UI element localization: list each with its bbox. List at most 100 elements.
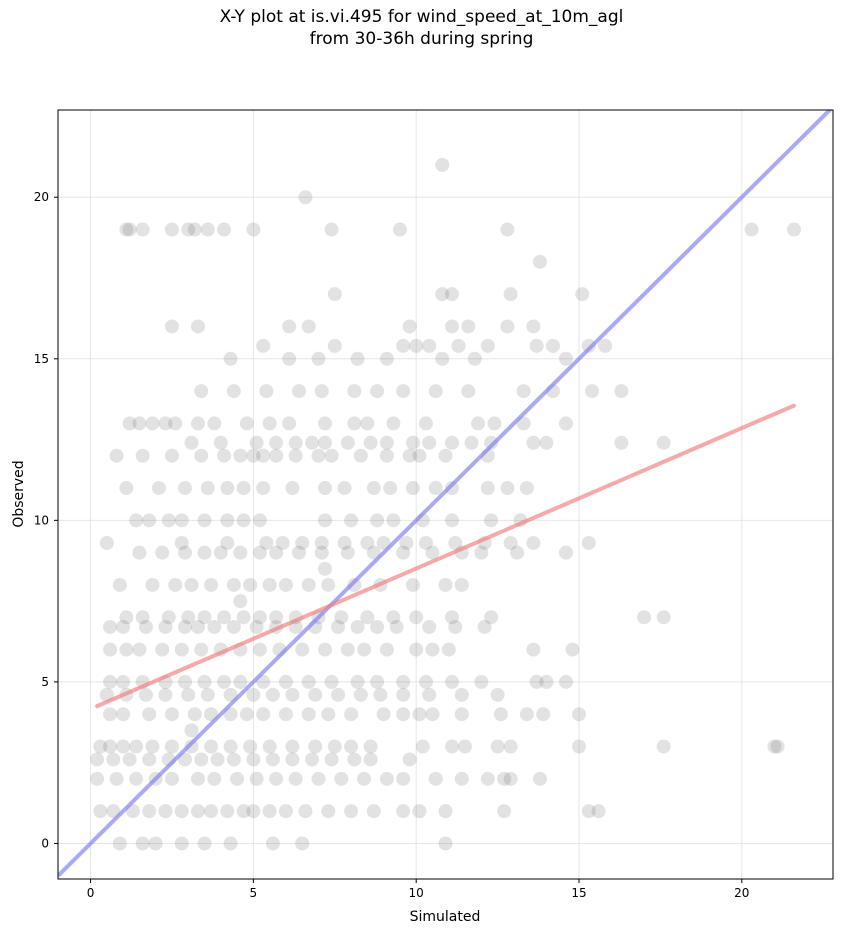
scatter-point	[112, 836, 127, 851]
scatter-point	[474, 545, 489, 560]
scatter-point	[318, 416, 333, 431]
scatter-point	[217, 448, 232, 463]
scatter-point	[269, 448, 284, 463]
scatter-point	[135, 836, 150, 851]
scatter-point	[103, 674, 118, 689]
scatter-point	[223, 739, 238, 754]
scatter-point	[370, 513, 385, 528]
scatter-point	[314, 535, 329, 550]
scatter-point	[301, 674, 316, 689]
scatter-point	[142, 804, 157, 819]
scatter-point	[438, 577, 453, 592]
scatter-point	[233, 448, 248, 463]
scatter-point	[461, 319, 476, 334]
scatter-point	[269, 545, 284, 560]
scatter-point	[259, 384, 274, 399]
scatter-point	[324, 752, 339, 767]
scatter-point	[428, 771, 443, 786]
scatter-point	[132, 545, 147, 560]
scatter-point	[278, 577, 293, 592]
scatter-point	[318, 561, 333, 576]
scatter-point	[265, 752, 280, 767]
scatter-point	[487, 416, 502, 431]
scatter-point	[174, 836, 189, 851]
scatter-point	[194, 752, 209, 767]
scatter-point	[435, 157, 450, 172]
scatter-point	[396, 545, 411, 560]
scatter-point	[249, 619, 264, 634]
scatter-point	[90, 771, 105, 786]
scatter-point	[246, 222, 261, 237]
scatter-point	[197, 513, 212, 528]
scatter-point	[138, 619, 153, 634]
identity-line	[58, 110, 833, 878]
scatter-point	[383, 481, 398, 496]
scatter-point	[318, 435, 333, 450]
scatter-point	[164, 319, 179, 334]
scatter-point	[223, 836, 238, 851]
scatter-point	[448, 619, 463, 634]
scatter-point	[301, 577, 316, 592]
scatter-point	[174, 513, 189, 528]
scatter-point	[233, 674, 248, 689]
scatter-point	[357, 642, 372, 657]
scatter-point	[526, 535, 541, 550]
scatter-point	[295, 535, 310, 550]
scatter-point	[200, 481, 215, 496]
scatter-point	[344, 739, 359, 754]
scatter-point	[327, 287, 342, 302]
scatter-point	[142, 513, 157, 528]
scatter-point	[350, 674, 365, 689]
x-tick-label: 5	[250, 886, 258, 900]
scatter-point	[174, 642, 189, 657]
scatter-point	[262, 577, 277, 592]
scatter-point	[184, 435, 199, 450]
scatter-point	[321, 804, 336, 819]
scatter-point	[220, 513, 235, 528]
scatter-point	[428, 384, 443, 399]
scatter-point	[539, 674, 554, 689]
scatter-point	[236, 804, 251, 819]
scatter-point	[500, 319, 515, 334]
scatter-point	[226, 752, 241, 767]
scatter-point	[396, 687, 411, 702]
scatter-point	[497, 771, 512, 786]
scatter-point	[370, 384, 385, 399]
scatter-point	[396, 804, 411, 819]
scatter-point	[168, 577, 183, 592]
scatter-point	[246, 448, 261, 463]
scatter-point	[591, 804, 606, 819]
scatter-point	[200, 222, 215, 237]
scatter-point	[340, 642, 355, 657]
scatter-point	[519, 481, 534, 496]
scatter-point	[204, 739, 219, 754]
scatter-point	[344, 707, 359, 722]
scatter-point	[493, 707, 508, 722]
scatter-point	[135, 222, 150, 237]
scatter-point	[308, 687, 323, 702]
scatter-point	[435, 351, 450, 366]
y-axis-label: Observed	[11, 460, 27, 527]
scatter-point	[285, 752, 300, 767]
scatter-point	[282, 351, 297, 366]
scatter-point	[598, 338, 613, 353]
scatter-point	[532, 254, 547, 269]
scatter-point	[207, 771, 222, 786]
scatter-point	[386, 610, 401, 625]
scatter-point	[158, 619, 173, 634]
scatter-point	[392, 222, 407, 237]
scatter-point	[379, 435, 394, 450]
scatter-point	[239, 416, 254, 431]
scatter-point	[191, 804, 206, 819]
scatter-point	[311, 771, 326, 786]
scatter-point	[324, 222, 339, 237]
scatter-point	[304, 435, 319, 450]
y-tick-label: 10	[34, 513, 49, 527]
scatter-point	[318, 513, 333, 528]
scatter-point	[256, 448, 271, 463]
scatter-point	[321, 577, 336, 592]
scatter-point	[458, 739, 473, 754]
scatter-point	[445, 481, 460, 496]
scatter-point	[278, 674, 293, 689]
scatter-point	[217, 610, 232, 625]
